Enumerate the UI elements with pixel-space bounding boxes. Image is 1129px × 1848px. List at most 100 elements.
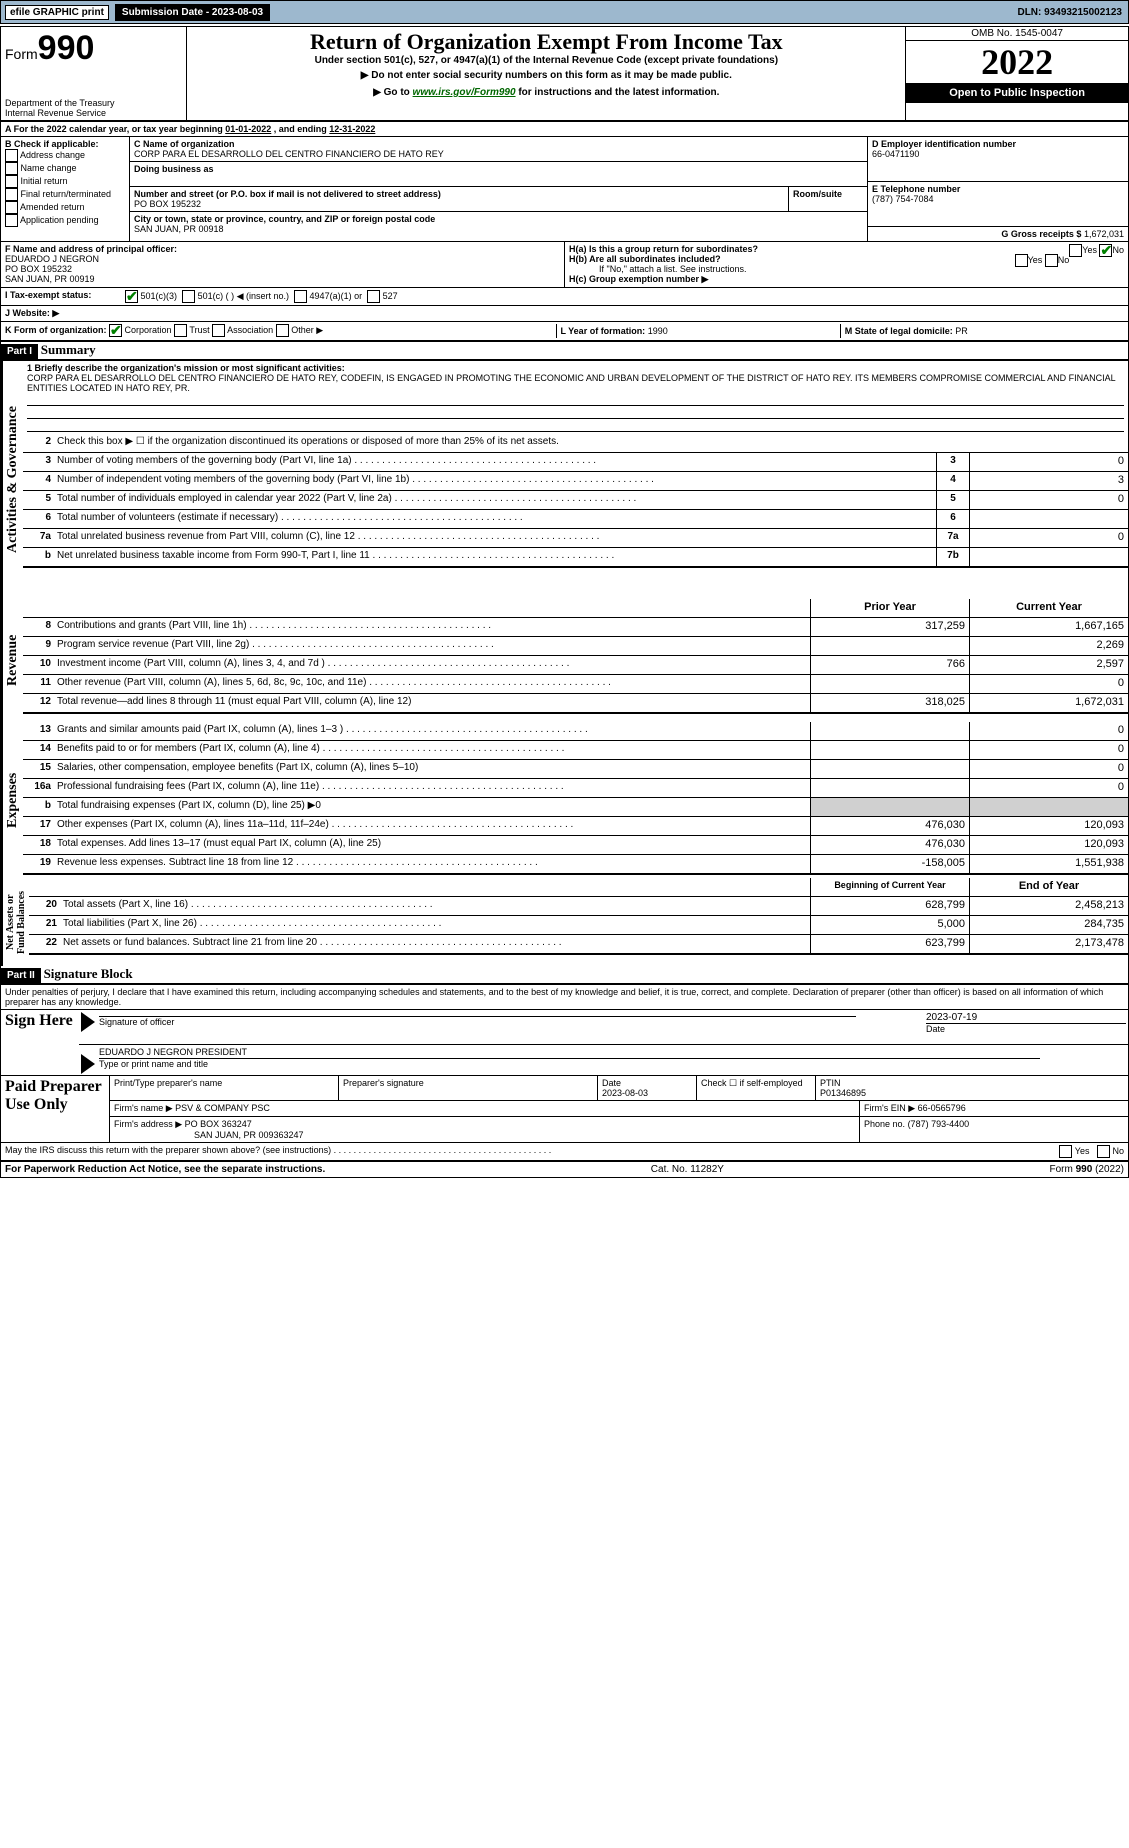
ein: 66-0471190 xyxy=(872,149,1124,159)
line-6-val xyxy=(969,510,1128,528)
line-16a-p xyxy=(810,779,969,797)
line-18-lbl: Total expenses. Add lines 13–17 (must eq… xyxy=(55,836,810,854)
line-7b-val xyxy=(969,548,1128,566)
line-19-lbl: Revenue less expenses. Subtract line 18 … xyxy=(55,855,810,873)
part-1-header: Part I Summary xyxy=(1,342,1128,361)
form-header: Form990 Department of the Treasury Inter… xyxy=(1,27,1128,122)
line-13-c: 0 xyxy=(969,722,1128,740)
k-corp[interactable]: Corporation xyxy=(109,325,172,335)
entity-block: B Check if applicable: Address change Na… xyxy=(1,137,1128,242)
line-19-c: 1,551,938 xyxy=(969,855,1128,873)
form-ref: Form 990 (2022) xyxy=(1050,1164,1124,1175)
line-12-c: 1,672,031 xyxy=(969,694,1128,712)
line-22-p: 623,799 xyxy=(810,935,969,953)
k-trust[interactable]: Trust xyxy=(174,325,210,335)
c-name-lbl: C Name of organization xyxy=(134,139,863,149)
line-15-c: 0 xyxy=(969,760,1128,778)
vtab-expenses: Expenses xyxy=(1,722,23,878)
line-22-lbl: Net assets or fund balances. Subtract li… xyxy=(61,935,810,953)
line-20-p: 628,799 xyxy=(810,897,969,915)
line-5-val: 0 xyxy=(969,491,1128,509)
officer-addr1: PO BOX 195232 xyxy=(5,264,560,274)
street: PO BOX 195232 xyxy=(134,199,201,209)
firm-addr1: PO BOX 363247 xyxy=(185,1119,252,1129)
i-4947[interactable]: 4947(a)(1) or xyxy=(294,290,362,303)
line-9-lbl: Program service revenue (Part VIII, line… xyxy=(55,637,810,655)
tax-year: 2022 xyxy=(906,41,1128,83)
line-13-lbl: Grants and similar amounts paid (Part IX… xyxy=(55,722,810,740)
line-21-p: 5,000 xyxy=(810,916,969,934)
open-to-public: Open to Public Inspection xyxy=(906,83,1128,103)
line-19-p: -158,005 xyxy=(810,855,969,873)
dba-lbl: Doing business as xyxy=(134,164,863,174)
i-501c[interactable]: 501(c) ( ) ◀ (insert no.) xyxy=(182,290,289,303)
dln-label: DLN: 93493215002123 xyxy=(1017,7,1122,18)
ptin-lbl: PTIN xyxy=(820,1078,841,1088)
line-15-p xyxy=(810,760,969,778)
h-c: H(c) Group exemption number ▶ xyxy=(569,274,1124,285)
col-prior: Prior Year xyxy=(810,599,969,617)
paid-preparer-block: Paid Preparer Use Only Print/Type prepar… xyxy=(1,1076,1128,1143)
irs-link[interactable]: www.irs.gov/Form990 xyxy=(413,87,516,98)
line-10-c: 2,597 xyxy=(969,656,1128,674)
line-5-lbl: Total number of individuals employed in … xyxy=(55,491,936,509)
psig-lbl: Preparer's signature xyxy=(343,1078,424,1088)
line-14-c: 0 xyxy=(969,741,1128,759)
b-opt-name[interactable]: Name change xyxy=(5,162,125,175)
submission-date-button[interactable]: Submission Date - 2023-08-03 xyxy=(115,4,270,21)
line-17-p: 476,030 xyxy=(810,817,969,835)
officer-typed-name: EDUARDO J NEGRON PRESIDENT xyxy=(99,1047,247,1057)
state-domicile: PR xyxy=(955,326,968,336)
line-16a-c: 0 xyxy=(969,779,1128,797)
line-16b-lbl: Total fundraising expenses (Part IX, col… xyxy=(55,798,810,816)
line-11-p xyxy=(810,675,969,693)
penalty-text: Under penalties of perjury, I declare th… xyxy=(1,985,1128,1010)
org-name: CORP PARA EL DESARROLLO DEL CENTRO FINAN… xyxy=(134,149,863,159)
pdate: 2023-08-03 xyxy=(602,1088,648,1098)
b-opt-amended[interactable]: Amended return xyxy=(5,201,125,214)
officer-name: EDUARDO J NEGRON xyxy=(5,254,560,264)
b-opt-initial[interactable]: Initial return xyxy=(5,175,125,188)
col-current: Current Year xyxy=(969,599,1128,617)
firm-addr-lbl: Firm's address ▶ xyxy=(114,1119,182,1129)
k-other[interactable]: Other ▶ xyxy=(276,325,323,335)
line-7b-lbl: Net unrelated business taxable income fr… xyxy=(55,548,936,566)
irs-label: Internal Revenue Service xyxy=(5,108,182,118)
b-opt-pending[interactable]: Application pending xyxy=(5,214,125,227)
line-8-p: 317,259 xyxy=(810,618,969,636)
line-6-lbl: Total number of volunteers (estimate if … xyxy=(55,510,936,528)
city-lbl: City or town, state or province, country… xyxy=(134,214,435,224)
vtab-revenue: Revenue xyxy=(1,599,23,722)
line-12-lbl: Total revenue—add lines 8 through 11 (mu… xyxy=(55,694,810,712)
pdate-lbl: Date xyxy=(602,1078,621,1088)
street-lbl: Number and street (or P.O. box if mail i… xyxy=(134,189,441,199)
sign-here-lbl: Sign Here xyxy=(1,1010,79,1075)
k-assoc[interactable]: Association xyxy=(212,325,273,335)
line-17-c: 120,093 xyxy=(969,817,1128,835)
pname-lbl: Print/Type preparer's name xyxy=(114,1078,222,1088)
f-lbl: F Name and address of principal officer: xyxy=(5,244,560,254)
line-i: I Tax-exempt status: 501(c)(3) 501(c) ( … xyxy=(1,288,1128,306)
line-16a-lbl: Professional fundraising fees (Part IX, … xyxy=(55,779,810,797)
vtab-activities: Activities & Governance xyxy=(1,361,23,599)
officer-addr2: SAN JUAN, PR 00919 xyxy=(5,274,560,284)
sig-arrow-icon-2 xyxy=(81,1054,95,1074)
line-18-c: 120,093 xyxy=(969,836,1128,854)
gross-receipts: 1,672,031 xyxy=(1084,229,1124,239)
paid-prep-lbl: Paid Preparer Use Only xyxy=(1,1076,109,1142)
form-title: Return of Organization Exempt From Incom… xyxy=(191,29,901,55)
b-opt-address[interactable]: Address change xyxy=(5,149,125,162)
year-formation: 1990 xyxy=(648,326,668,336)
omb-number: OMB No. 1545-0047 xyxy=(906,27,1128,41)
form-label: Form xyxy=(5,46,38,62)
i-501c3[interactable]: 501(c)(3) xyxy=(125,290,177,303)
b-opt-final[interactable]: Final return/terminated xyxy=(5,188,125,201)
firm-addr2: SAN JUAN, PR 009363247 xyxy=(114,1130,304,1140)
line-3-val: 0 xyxy=(969,453,1128,471)
i-527[interactable]: 527 xyxy=(367,290,398,303)
efile-badge: efile GRAPHIC print xyxy=(5,5,109,20)
line-2: Check this box ▶ ☐ if the organization d… xyxy=(55,434,1128,452)
cat-no: Cat. No. 11282Y xyxy=(651,1164,724,1175)
line-20-lbl: Total assets (Part X, line 16) xyxy=(61,897,810,915)
may-discuss: May the IRS discuss this return with the… xyxy=(1,1143,1128,1162)
